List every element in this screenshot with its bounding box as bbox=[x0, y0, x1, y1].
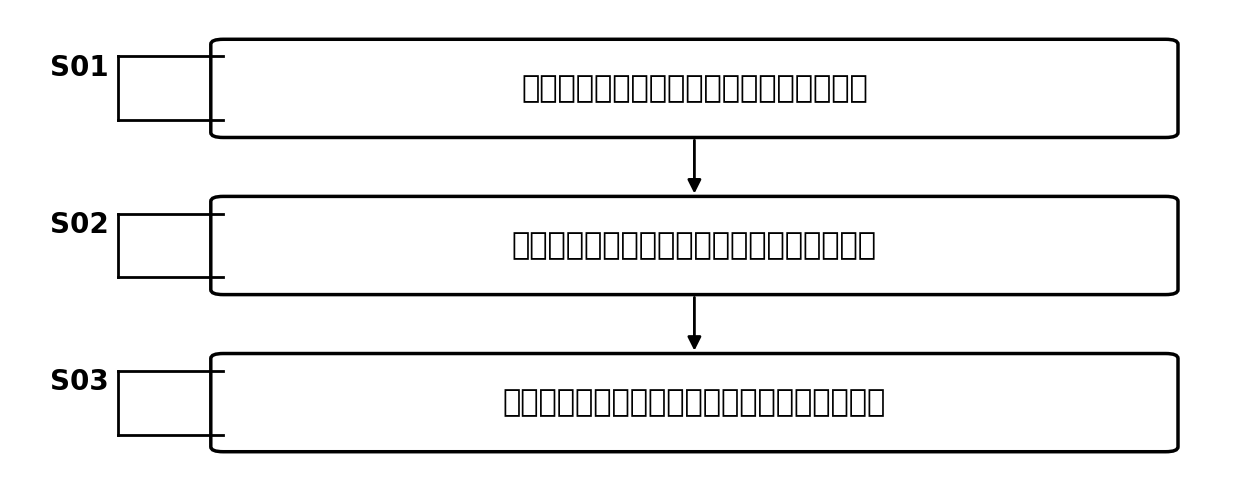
Text: S03: S03 bbox=[50, 368, 108, 396]
Text: S01: S01 bbox=[50, 54, 108, 82]
Text: 获取论文、审稿人以及利益相关的基本数据: 获取论文、审稿人以及利益相关的基本数据 bbox=[521, 74, 868, 103]
Text: 利用优化工具对建立的最小费用流网络模型求解: 利用优化工具对建立的最小费用流网络模型求解 bbox=[502, 388, 887, 417]
Text: S02: S02 bbox=[50, 211, 108, 239]
FancyBboxPatch shape bbox=[211, 39, 1178, 137]
FancyBboxPatch shape bbox=[211, 354, 1178, 452]
FancyBboxPatch shape bbox=[211, 196, 1178, 295]
Text: 建立论文评审指派问题的最小费用流网络模型: 建立论文评审指派问题的最小费用流网络模型 bbox=[512, 231, 877, 260]
